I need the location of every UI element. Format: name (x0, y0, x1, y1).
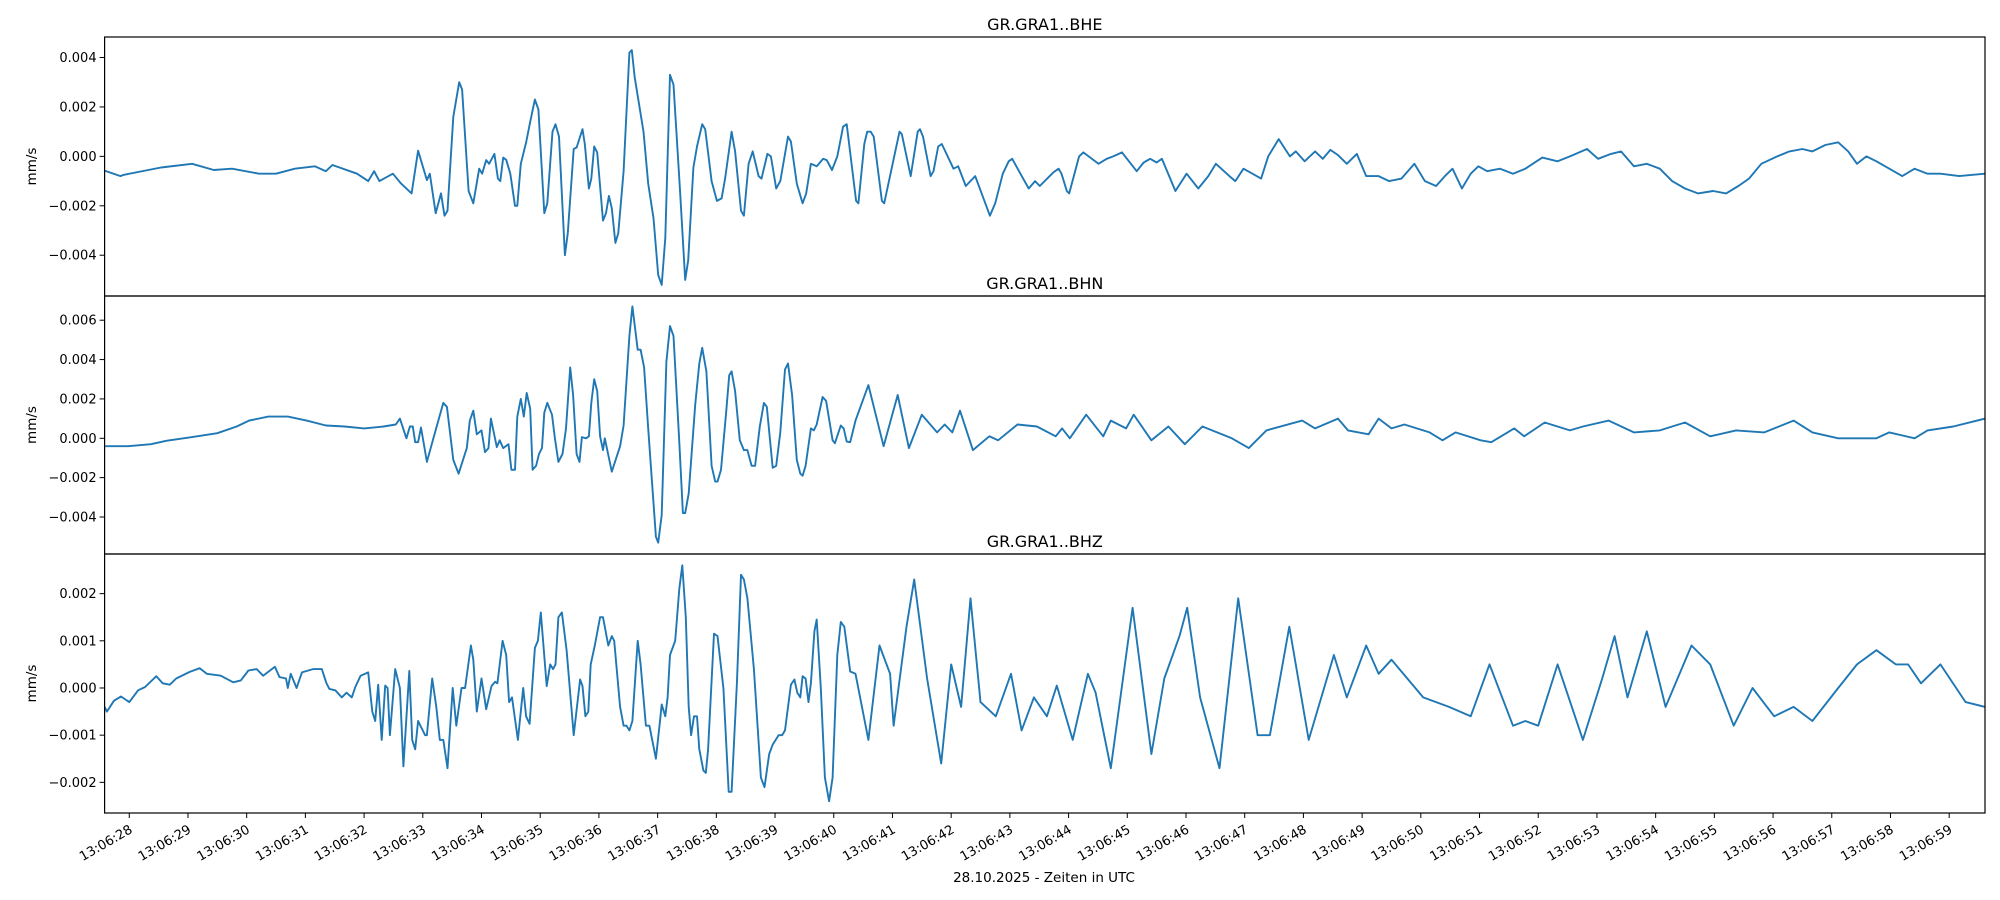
waveform-line (104, 564, 1986, 803)
y-tick-label: 0.006 (59, 314, 96, 329)
y-tick-label: 0.002 (59, 100, 96, 115)
y-tick-label: 0.000 (59, 150, 96, 165)
waveform-line (104, 49, 1986, 286)
y-tick-label: 0.002 (59, 392, 96, 407)
panel-title: GR.GRA1..BHZ (987, 532, 1103, 551)
y-axis-label: mm/s (24, 665, 40, 703)
panels: −0.004 −0.002 0.000 0.002 0.004 GR.GRA1..BHE m… (24, 15, 1986, 814)
y-tick-label: 0.000 (59, 432, 96, 447)
panel-title: GR.GRA1..BHE (987, 15, 1102, 34)
x-axis-label: 28.10.2025 - Zeiten in UTC (953, 870, 1135, 886)
y-tick-label: 0.004 (59, 51, 96, 66)
y-tick-label: 0.004 (59, 353, 96, 368)
y-tick-label: 0.001 (59, 634, 96, 649)
y-tick-label: 0.002 (59, 587, 96, 602)
y-tick-label: −0.004 (48, 249, 96, 264)
waveform-line (105, 305, 1986, 544)
y-tick-label: −0.002 (48, 471, 96, 486)
axes-frame (103, 553, 1986, 814)
y-tick-label: −0.004 (48, 511, 96, 526)
y-tick-label: −0.002 (48, 199, 96, 214)
y-tick-label: 0.000 (59, 681, 96, 696)
panel-bhz: −0.002 −0.001 0.000 0.001 0.002 GR.GRA1..BHZ m… (24, 532, 1986, 814)
y-axis-label: mm/s (24, 406, 40, 444)
y-axis-label: mm/s (24, 148, 40, 186)
y-tick-label: −0.002 (48, 776, 96, 791)
panel-title: GR.GRA1..BHN (986, 274, 1103, 293)
y-tick-label: −0.001 (48, 729, 96, 744)
